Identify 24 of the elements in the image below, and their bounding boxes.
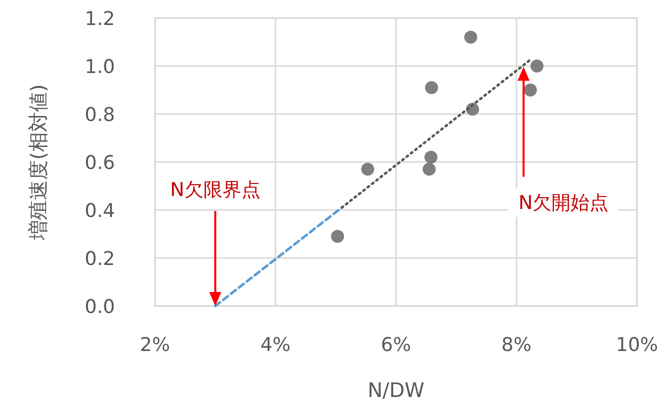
point [530,60,544,72]
point [464,30,478,44]
y-tick-label: 0.6 [84,152,115,174]
point [425,81,438,94]
x-tick-label: 10% [616,334,658,356]
point [331,230,344,243]
point [361,162,374,176]
annotation: N欠開始点 [518,192,609,214]
y-tick-label: 0.2 [84,248,115,270]
x-tick-label: 2% [140,334,170,356]
y-tick-label: 1.0 [84,56,115,78]
y-tick-label: 0.8 [84,104,115,126]
point [422,162,436,176]
y-tick-label: 0.0 [84,296,115,318]
point [424,150,438,164]
x-tick-label: 4% [260,334,291,356]
annotation: N欠限界点 [170,179,260,201]
x-tick-label: 6% [380,334,412,356]
x-axis-title: N/DW [368,378,425,402]
point [524,84,537,96]
x-tick-label: 8% [501,334,532,356]
y-tick-label: 0.4 [84,200,115,222]
y-tick-label: 1.2 [84,8,115,30]
y-axis-title: 増殖速度(相対値) [26,84,50,241]
